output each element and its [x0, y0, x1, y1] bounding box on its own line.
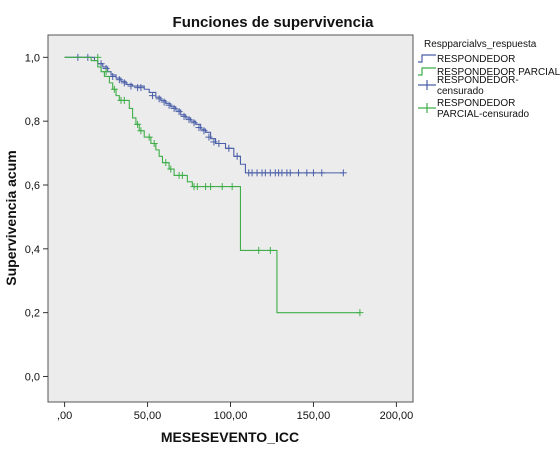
censor-mark	[102, 68, 110, 76]
censor-mark	[175, 108, 183, 116]
censor-mark	[195, 124, 203, 132]
censor-mark	[318, 169, 326, 177]
censor-mark	[155, 95, 163, 103]
legend-label: RESPONDEDOR	[437, 54, 515, 65]
y-tick-label: 1,0	[25, 52, 40, 64]
censor-mark	[228, 183, 236, 191]
legend-entry: RESPONDEDOR-censurado	[418, 75, 519, 97]
censor-mark	[110, 85, 118, 93]
censor-mark	[165, 101, 173, 109]
censor-mark	[170, 104, 178, 112]
x-axis: ,00 50,00 100,00 150,00 200,00	[57, 402, 413, 422]
censor-mark	[134, 120, 142, 128]
legend-label: PARCIAL-censurado	[437, 109, 530, 120]
censor-mark	[255, 246, 263, 254]
censor-mark	[193, 183, 201, 191]
y-tick-label: 0,4	[25, 244, 40, 256]
legend-entry: RESPONDEDOR	[418, 54, 515, 65]
legend-label: RESPONDEDOR PARCIAL	[437, 67, 560, 78]
x-tick-label: 50,00	[134, 410, 162, 422]
censor-mark	[97, 60, 105, 68]
censor-mark	[309, 169, 317, 177]
censor-mark	[303, 169, 311, 177]
legend-line-swatch	[418, 54, 436, 63]
censor-mark	[115, 76, 123, 84]
censor-mark	[162, 159, 170, 167]
plot-area	[47, 34, 414, 403]
legend-entry: RESPONDEDOR PARCIAL	[418, 67, 560, 78]
censor-mark	[120, 79, 128, 87]
chart-title: Funciones de supervivencia	[173, 14, 375, 31]
censor-mark	[167, 165, 175, 173]
survival-curve-respondedor	[64, 56, 344, 174]
survival-curve-respondedor-parcial	[64, 56, 360, 314]
censor-mark	[286, 169, 294, 177]
censor-mark	[233, 152, 241, 160]
censor-mark	[109, 72, 117, 80]
censor-mark	[210, 138, 218, 146]
censor-mark	[160, 98, 168, 106]
censor-mark	[127, 82, 135, 90]
legend-label: RESPONDEDOR	[437, 98, 515, 109]
x-tick-label: 200,00	[380, 410, 414, 422]
censor-mark	[205, 133, 213, 141]
censor-mark	[185, 116, 193, 124]
censor-mark	[200, 127, 208, 135]
y-axis-label: Supervivencia acum	[3, 150, 19, 285]
censor-mark	[356, 309, 364, 317]
x-axis-label: MESESEVENTO_ICC	[161, 429, 299, 445]
censor-mark	[215, 140, 223, 148]
censor-mark	[295, 169, 303, 177]
y-tick-label: 0,6	[25, 180, 40, 192]
legend-title: Respparcialvs_respuesta	[424, 39, 537, 50]
legend: Respparcialvs_respuesta RESPONDEDORRESPO…	[418, 39, 560, 120]
censor-mark	[180, 112, 188, 120]
censor-mark	[266, 246, 274, 254]
censor-mark	[339, 169, 347, 177]
y-axis: 0,0 0,2 0,4 0,6 0,8 1,0	[25, 52, 48, 383]
series-layer	[64, 53, 364, 317]
x-tick-label: 150,00	[297, 410, 331, 422]
censor-mark	[225, 144, 233, 152]
legend-line-swatch	[418, 67, 436, 76]
legend-label: RESPONDEDOR-	[437, 75, 519, 86]
censor-mark	[137, 127, 145, 135]
x-tick-label: 100,00	[214, 410, 248, 422]
censor-mark	[207, 183, 215, 191]
y-tick-label: 0,8	[25, 116, 40, 128]
legend-label: censurado	[437, 86, 484, 97]
censor-mark	[137, 84, 145, 92]
censor-mark	[145, 133, 153, 141]
censor-mark	[120, 96, 128, 104]
censor-mark	[149, 92, 157, 100]
x-tick-label: ,00	[57, 410, 72, 422]
censor-mark	[218, 183, 226, 191]
y-tick-label: 0,0	[25, 371, 40, 383]
censor-mark	[178, 171, 186, 179]
censor-mark	[150, 140, 158, 148]
y-tick-label: 0,2	[25, 308, 40, 320]
censor-mark	[190, 119, 198, 127]
censor-mark	[94, 53, 102, 61]
